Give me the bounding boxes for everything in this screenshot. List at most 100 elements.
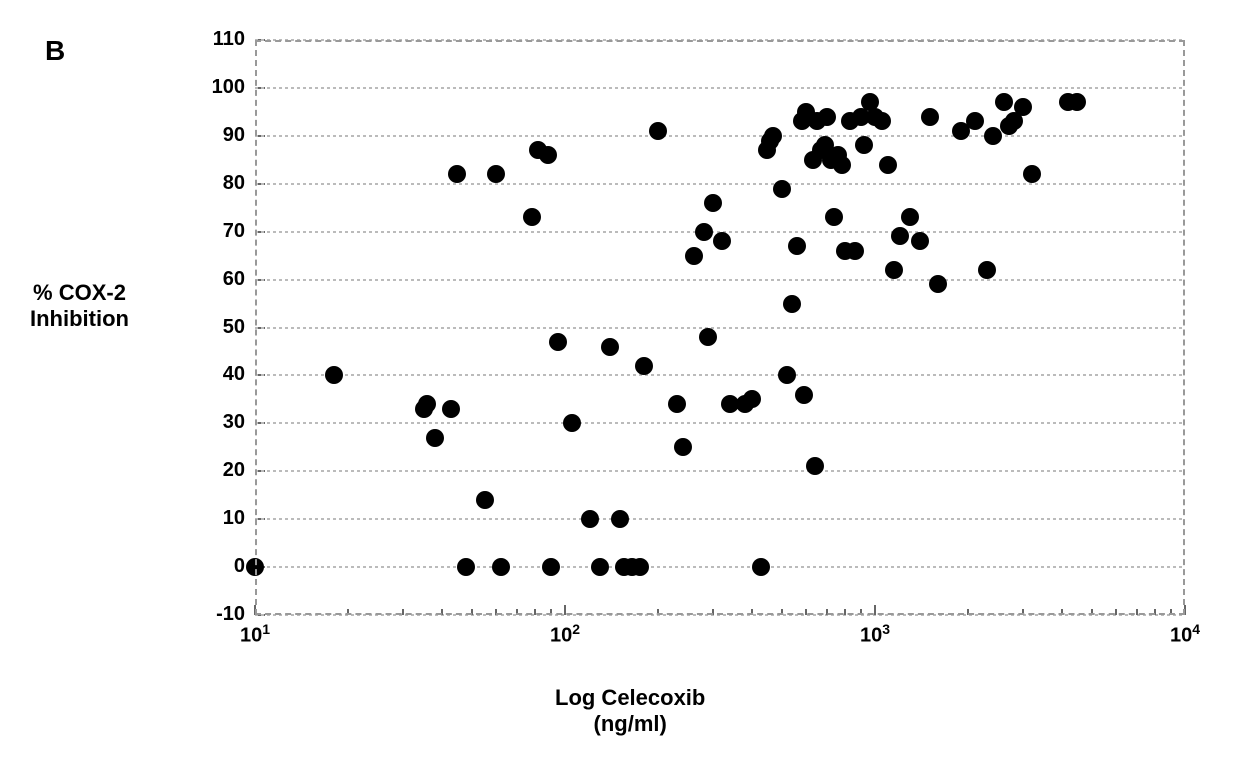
plot-area xyxy=(255,40,1185,615)
y-tick-label: 20 xyxy=(223,459,245,482)
data-point xyxy=(743,390,761,408)
y-tick-label: 0 xyxy=(234,555,245,578)
data-point xyxy=(911,232,929,250)
y-gridline xyxy=(255,279,1185,281)
data-point xyxy=(921,108,939,126)
data-point xyxy=(611,510,629,528)
x-tick xyxy=(1184,605,1186,615)
x-minor-tick xyxy=(1115,609,1117,615)
data-point xyxy=(674,438,692,456)
x-minor-tick xyxy=(1061,609,1063,615)
data-point xyxy=(773,180,791,198)
data-point xyxy=(984,127,1002,145)
x-minor-tick xyxy=(1170,609,1172,615)
x-minor-tick xyxy=(1022,609,1024,615)
data-point xyxy=(668,395,686,413)
data-point xyxy=(325,366,343,384)
x-axis-label-line1: Log Celecoxib xyxy=(555,685,705,710)
data-point xyxy=(591,558,609,576)
y-tick-label: 60 xyxy=(223,268,245,291)
data-point xyxy=(966,112,984,130)
x-minor-tick xyxy=(534,609,536,615)
y-gridline xyxy=(255,422,1185,424)
y-gridline xyxy=(255,614,1185,616)
data-point xyxy=(457,558,475,576)
x-tick-label: 101 xyxy=(225,621,285,648)
y-tick xyxy=(255,422,265,424)
data-point xyxy=(855,136,873,154)
x-minor-tick xyxy=(712,609,714,615)
x-minor-tick xyxy=(516,609,518,615)
y-tick xyxy=(255,470,265,472)
x-minor-tick xyxy=(495,609,497,615)
y-tick-label: 70 xyxy=(223,220,245,243)
y-tick-label: 30 xyxy=(223,411,245,434)
data-point xyxy=(929,275,947,293)
data-point xyxy=(713,232,731,250)
x-axis-label-line2: (ng/ml) xyxy=(594,711,667,736)
x-tick-label: 102 xyxy=(535,621,595,648)
y-tick xyxy=(255,183,265,185)
y-tick xyxy=(255,135,265,137)
y-tick-label: 40 xyxy=(223,363,245,386)
data-point xyxy=(778,366,796,384)
data-point xyxy=(448,165,466,183)
y-axis-label: % COX-2 Inhibition xyxy=(30,280,129,333)
x-minor-tick xyxy=(550,609,552,615)
data-point xyxy=(818,108,836,126)
y-gridline xyxy=(255,183,1185,185)
data-point xyxy=(825,208,843,226)
y-gridline xyxy=(255,566,1185,568)
x-tick-label: 104 xyxy=(1155,621,1215,648)
data-point xyxy=(783,295,801,313)
data-point xyxy=(563,414,581,432)
y-tick-label: 90 xyxy=(223,124,245,147)
x-minor-tick xyxy=(402,609,404,615)
data-point xyxy=(426,429,444,447)
y-gridline xyxy=(255,470,1185,472)
x-minor-tick xyxy=(1091,609,1093,615)
data-point xyxy=(492,558,510,576)
y-tick xyxy=(255,87,265,89)
y-tick xyxy=(255,279,265,281)
x-minor-tick xyxy=(826,609,828,615)
data-point xyxy=(649,122,667,140)
y-tick-label: 50 xyxy=(223,316,245,339)
y-gridline xyxy=(255,39,1185,41)
y-gridline xyxy=(255,374,1185,376)
data-point xyxy=(806,457,824,475)
data-point xyxy=(581,510,599,528)
x-minor-tick xyxy=(1154,609,1156,615)
data-point xyxy=(978,261,996,279)
y-gridline xyxy=(255,135,1185,137)
data-point xyxy=(891,227,909,245)
y-tick-label: 110 xyxy=(213,28,245,51)
y-axis-label-line2: Inhibition xyxy=(30,306,129,331)
panel-label: B xyxy=(45,35,65,67)
data-point xyxy=(542,558,560,576)
data-point xyxy=(549,333,567,351)
x-minor-tick xyxy=(347,609,349,615)
data-point xyxy=(476,491,494,509)
data-point xyxy=(246,558,264,576)
data-point xyxy=(879,156,897,174)
y-gridline xyxy=(255,327,1185,329)
y-tick-label: 80 xyxy=(223,172,245,195)
y-tick xyxy=(255,374,265,376)
data-point xyxy=(846,242,864,260)
x-minor-tick xyxy=(657,609,659,615)
y-gridline xyxy=(255,518,1185,520)
data-point xyxy=(704,194,722,212)
data-point xyxy=(631,558,649,576)
y-tick xyxy=(255,39,265,41)
data-point xyxy=(685,247,703,265)
data-point xyxy=(635,357,653,375)
data-point xyxy=(1023,165,1041,183)
data-point xyxy=(539,146,557,164)
y-tick-label: 100 xyxy=(212,76,245,99)
x-tick xyxy=(874,605,876,615)
x-minor-tick xyxy=(441,609,443,615)
y-gridline xyxy=(255,87,1185,89)
data-point xyxy=(995,93,1013,111)
x-minor-tick xyxy=(844,609,846,615)
